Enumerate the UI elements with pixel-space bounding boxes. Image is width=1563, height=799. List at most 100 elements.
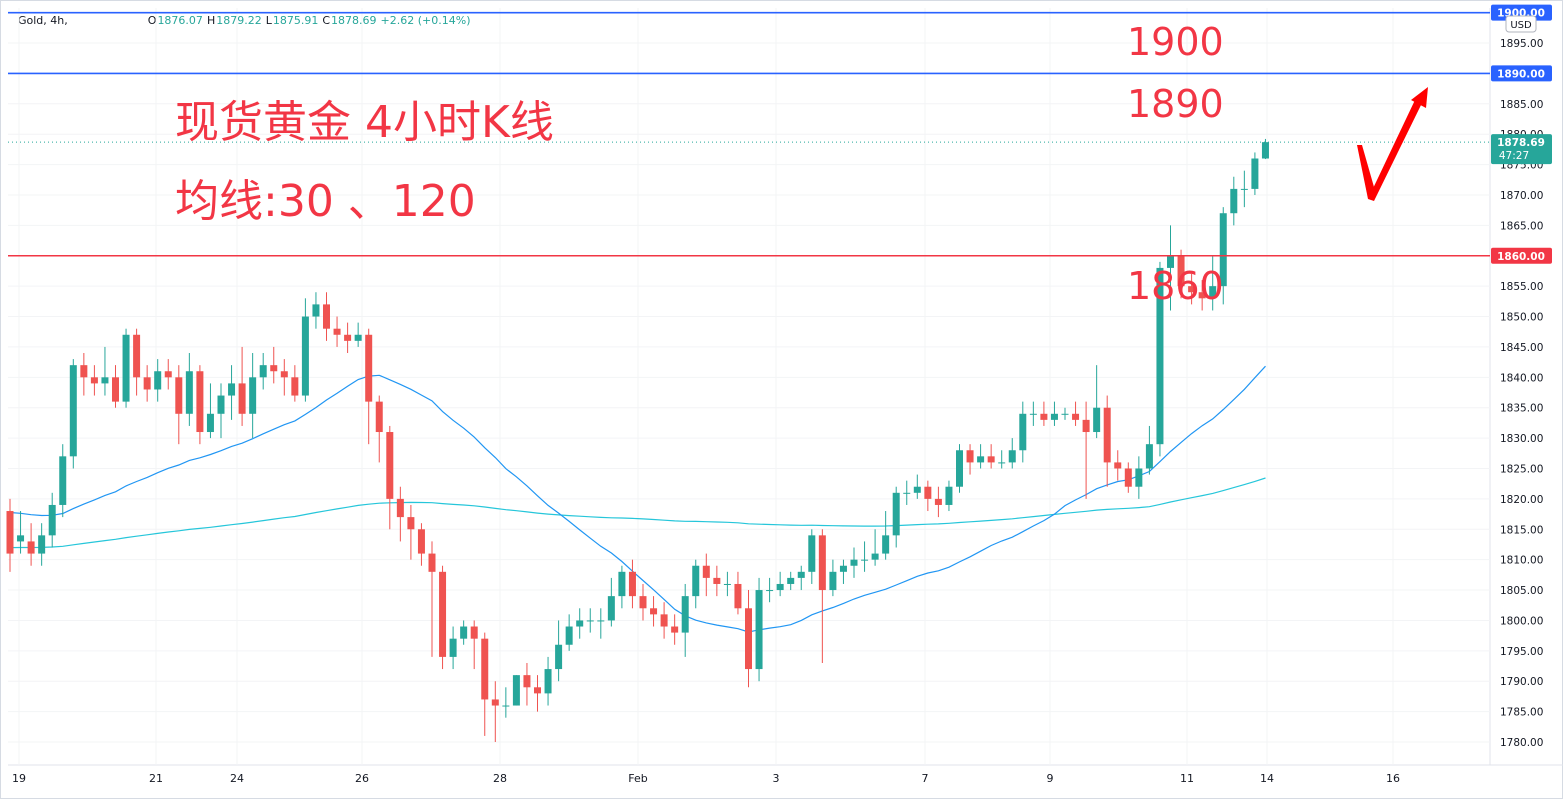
candle: [228, 365, 236, 420]
candle: [1261, 138, 1269, 160]
candle: [671, 614, 679, 645]
candle-body: [439, 571, 447, 657]
candle-body: [787, 577, 795, 584]
candle-body: [956, 450, 963, 487]
candle: [407, 504, 415, 560]
candle-body: [977, 456, 985, 463]
candle: [934, 486, 942, 518]
forecast-arrow-up-leg: [1368, 100, 1422, 201]
candle: [206, 383, 214, 439]
candle: [945, 480, 953, 512]
y-tick-label: 1830.00: [1500, 433, 1543, 445]
candle-body: [734, 583, 742, 609]
currency-badge[interactable]: USD: [1505, 15, 1537, 33]
candle-body: [913, 486, 921, 493]
candle-body: [491, 699, 499, 706]
candle: [650, 596, 658, 627]
candle-body: [597, 620, 605, 622]
annotation-level-1860: 1860: [1127, 264, 1224, 308]
candle: [259, 353, 267, 390]
candle: [987, 444, 995, 469]
high-value: 1879.22: [216, 14, 262, 27]
candle-body: [671, 626, 679, 633]
candle: [1209, 255, 1217, 311]
candle-body: [90, 377, 98, 384]
candle-body: [829, 571, 837, 591]
candle: [924, 480, 932, 512]
candle: [1145, 425, 1153, 475]
candle: [154, 359, 162, 402]
candle: [1251, 152, 1259, 195]
candle: [660, 602, 668, 639]
candle-body: [618, 571, 626, 597]
candle-body: [1167, 255, 1174, 268]
candle-body: [196, 371, 204, 433]
candle-body: [1209, 286, 1217, 299]
candle: [618, 565, 626, 609]
y-tick-label: 1810.00: [1500, 555, 1543, 567]
candle: [375, 395, 383, 463]
ma30-line: [9, 365, 1266, 633]
candle: [80, 353, 88, 396]
candle-body: [270, 365, 278, 372]
candle: [766, 577, 774, 603]
candle: [460, 620, 468, 645]
candle-body: [1040, 413, 1048, 420]
x-tick-label: 14: [1260, 772, 1274, 785]
candle: [607, 577, 615, 627]
candle: [745, 590, 752, 688]
time-axis[interactable]: 19 21 24 26 28 Feb 3 7 9 11 14 16: [12, 772, 1400, 785]
candle: [1198, 280, 1206, 311]
candle-body: [565, 626, 573, 645]
candle: [1082, 401, 1090, 499]
candle-body: [1093, 407, 1101, 433]
x-tick-label: 28: [493, 772, 507, 785]
candle: [90, 365, 98, 396]
candle-body: [776, 583, 784, 591]
candle: [481, 632, 489, 736]
candle: [439, 565, 447, 670]
candle-body: [523, 675, 531, 688]
candle-body: [407, 517, 415, 530]
price-axis[interactable]: 1780.00 1785.00 1790.00 1795.00 1800.00 1805.…: [1500, 8, 1543, 749]
candle-body: [1124, 468, 1132, 487]
candle: [871, 529, 879, 566]
candle: [122, 328, 130, 408]
candle-body: [808, 535, 816, 572]
candle: [681, 583, 689, 657]
candle: [966, 444, 974, 475]
tag-last-price-text: 1878.69: [1497, 137, 1545, 149]
candle: [101, 346, 109, 396]
candle: [428, 541, 436, 657]
candle-body: [692, 565, 700, 597]
candle-body: [470, 626, 478, 639]
candle-body: [27, 541, 35, 554]
low-value: 1875.91: [272, 14, 319, 27]
candle: [291, 365, 299, 402]
candle-body: [17, 535, 25, 542]
candle-body: [555, 644, 563, 670]
candle-body: [1050, 413, 1058, 420]
x-tick-label: 11: [1180, 772, 1194, 785]
ohlc-legend: Gold, 4h, O1876.07 H1879.22 L1875.91 C1878.6…: [18, 14, 471, 27]
candle: [249, 353, 257, 439]
tag-last-price-box: [1491, 134, 1552, 165]
candle: [69, 359, 77, 469]
candle: [787, 571, 795, 591]
candle-body: [871, 553, 879, 560]
candle: [196, 365, 204, 445]
candle-body: [723, 583, 731, 585]
candle: [956, 444, 963, 493]
currency-label: USD: [1510, 20, 1532, 31]
candle-body: [713, 577, 721, 584]
y-tick-label: 1845.00: [1500, 342, 1543, 354]
candle-body: [101, 377, 109, 384]
y-tick-label: 1840.00: [1500, 372, 1543, 384]
candle-body: [818, 535, 826, 591]
candle: [998, 450, 1006, 469]
candle: [396, 486, 404, 542]
y-tick-label: 1870.00: [1500, 190, 1543, 202]
candle: [1240, 170, 1248, 208]
